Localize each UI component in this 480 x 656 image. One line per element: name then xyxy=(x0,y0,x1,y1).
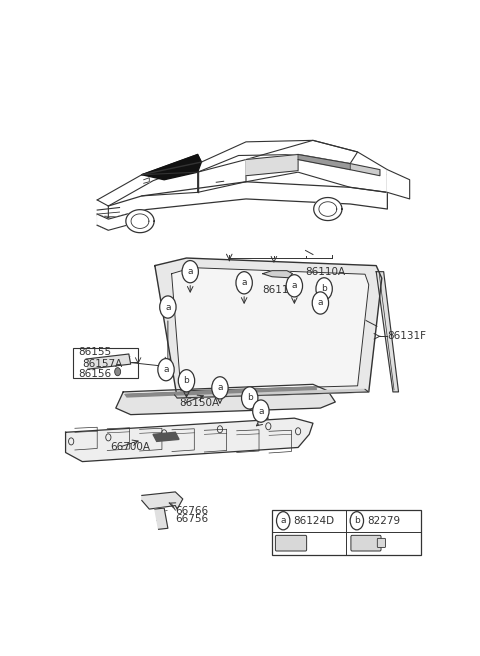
Circle shape xyxy=(158,359,174,380)
Polygon shape xyxy=(298,155,350,170)
Polygon shape xyxy=(153,432,179,441)
Circle shape xyxy=(312,292,329,314)
Text: 86115: 86115 xyxy=(263,285,296,295)
Text: 82279: 82279 xyxy=(367,516,400,525)
Polygon shape xyxy=(175,390,369,398)
Polygon shape xyxy=(246,155,298,176)
Polygon shape xyxy=(108,182,387,219)
Polygon shape xyxy=(142,492,183,509)
Polygon shape xyxy=(198,140,358,172)
FancyBboxPatch shape xyxy=(276,535,307,551)
Circle shape xyxy=(178,370,195,392)
Circle shape xyxy=(182,260,198,283)
Text: a: a xyxy=(241,278,247,287)
Circle shape xyxy=(160,296,176,318)
Polygon shape xyxy=(126,210,154,233)
Text: 86156: 86156 xyxy=(79,369,112,379)
FancyBboxPatch shape xyxy=(351,535,381,551)
Text: 86131F: 86131F xyxy=(387,331,426,341)
Polygon shape xyxy=(142,155,202,180)
Polygon shape xyxy=(376,272,398,392)
Text: 86124D: 86124D xyxy=(294,516,335,525)
Circle shape xyxy=(252,400,269,422)
Polygon shape xyxy=(142,172,198,196)
Polygon shape xyxy=(198,159,246,192)
Text: 86110A: 86110A xyxy=(305,267,346,277)
Polygon shape xyxy=(246,140,387,192)
Polygon shape xyxy=(387,170,410,199)
Polygon shape xyxy=(66,418,313,462)
Circle shape xyxy=(241,387,258,409)
Circle shape xyxy=(350,512,363,530)
Text: a: a xyxy=(280,516,286,525)
Circle shape xyxy=(316,277,332,300)
Text: 86155: 86155 xyxy=(79,348,112,358)
Circle shape xyxy=(115,367,120,376)
Polygon shape xyxy=(155,508,168,529)
Text: a: a xyxy=(188,267,193,276)
FancyBboxPatch shape xyxy=(377,539,385,548)
Polygon shape xyxy=(314,197,342,220)
Polygon shape xyxy=(86,354,131,369)
Circle shape xyxy=(236,272,252,294)
Polygon shape xyxy=(172,268,369,391)
Polygon shape xyxy=(97,155,202,206)
Polygon shape xyxy=(125,387,317,397)
Circle shape xyxy=(276,512,290,530)
Text: a: a xyxy=(258,407,264,416)
Text: a: a xyxy=(165,302,170,312)
Text: b: b xyxy=(321,284,327,293)
Circle shape xyxy=(286,275,302,297)
Text: 66700A: 66700A xyxy=(110,442,150,453)
Text: a: a xyxy=(163,365,169,374)
Text: a: a xyxy=(292,281,297,291)
Polygon shape xyxy=(144,178,149,183)
Polygon shape xyxy=(97,210,142,230)
FancyBboxPatch shape xyxy=(272,510,421,554)
Text: b: b xyxy=(184,377,189,385)
Text: 86157A: 86157A xyxy=(83,359,122,369)
Polygon shape xyxy=(116,384,335,415)
Text: 86150A: 86150A xyxy=(179,398,219,408)
Text: a: a xyxy=(217,383,223,392)
Polygon shape xyxy=(97,200,108,219)
Text: 66756: 66756 xyxy=(175,514,208,524)
Text: b: b xyxy=(354,516,360,525)
Circle shape xyxy=(212,377,228,399)
Polygon shape xyxy=(155,258,382,398)
Circle shape xyxy=(289,277,298,290)
Text: 66766: 66766 xyxy=(175,506,208,516)
Text: a: a xyxy=(318,298,323,308)
Polygon shape xyxy=(350,163,380,176)
Polygon shape xyxy=(263,271,292,277)
Text: b: b xyxy=(247,394,252,402)
